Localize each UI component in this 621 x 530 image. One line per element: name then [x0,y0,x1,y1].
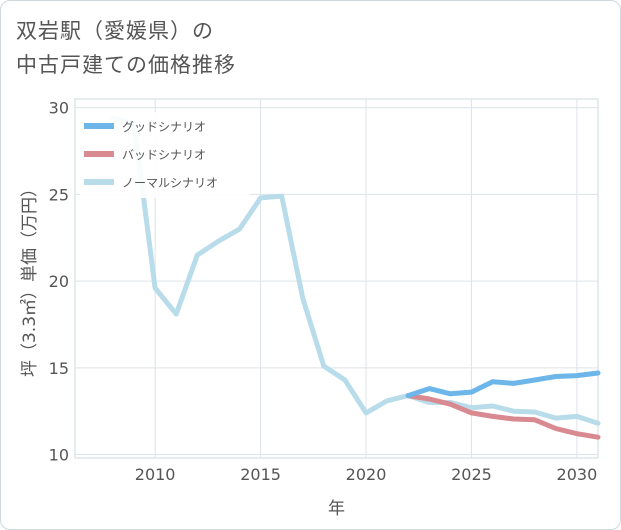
x-tick-label: 2020 [346,465,387,484]
y-tick-label: 20 [49,272,69,291]
chart-title-line-1: 双岩駅（愛媛県）の [16,19,214,43]
y-axis-label: 坪（3.3㎡）単価（万円） [20,180,40,377]
series-lines [110,115,601,440]
legend-label: ノーマルシナリオ [122,176,218,190]
series-line-2 [405,393,601,440]
x-tick-label: 2030 [557,465,598,484]
chart-title-line-2: 中古戸建ての価格推移 [16,53,236,77]
y-tick-label: 10 [49,446,69,465]
series-line-1 [405,370,601,399]
legend-label: バッドシナリオ [122,148,206,162]
y-tick-label: 25 [49,185,69,204]
series-line-3 [110,115,601,426]
x-tick-label: 2010 [135,465,176,484]
legend-label: グッドシナリオ [122,120,206,134]
x-axis-label: 年 [328,499,345,519]
x-tick-label: 2025 [451,465,492,484]
y-tick-label: 30 [49,99,69,118]
y-tick-label: 15 [49,359,69,378]
chart-title: 双岩駅（愛媛県）の 中古戸建ての価格推移 [16,14,236,82]
x-tick-label: 2015 [240,465,281,484]
